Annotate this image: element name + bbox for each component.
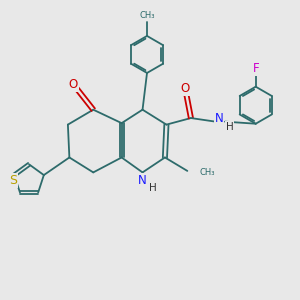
Text: H: H	[226, 122, 233, 132]
Text: CH₃: CH₃	[139, 11, 155, 20]
Text: O: O	[180, 82, 190, 95]
Text: F: F	[252, 62, 259, 75]
Text: CH₃: CH₃	[200, 168, 215, 177]
Text: S: S	[9, 174, 17, 187]
Text: H: H	[149, 183, 157, 193]
Text: O: O	[68, 78, 78, 91]
Text: N: N	[214, 112, 224, 124]
Text: N: N	[138, 174, 147, 187]
